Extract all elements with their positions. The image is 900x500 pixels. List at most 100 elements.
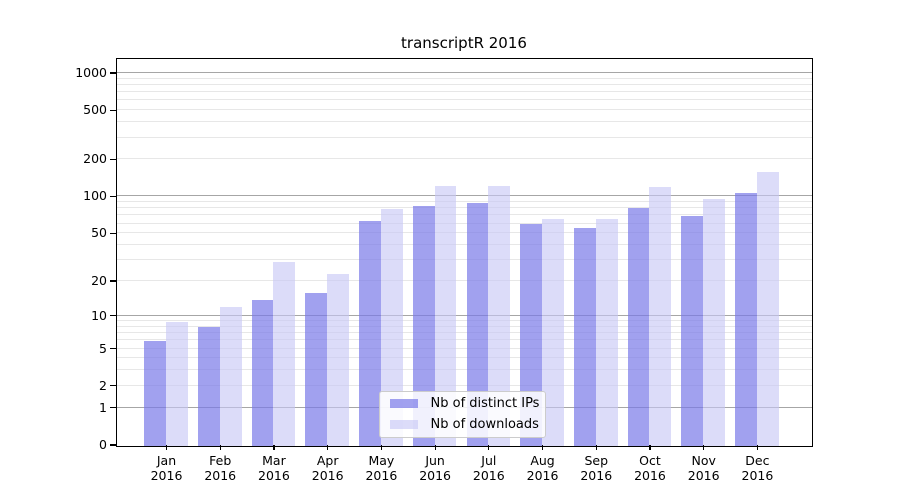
y-tick-label-1000: 1000 xyxy=(75,64,107,80)
y-tick-label-0: 0 xyxy=(99,437,107,452)
x-tick-mark-feb xyxy=(219,445,221,450)
bar-nb-of-distinct-ips-aug xyxy=(520,224,543,446)
y-tick-mark-500 xyxy=(110,109,116,111)
x-tick-month-sep: Sep xyxy=(584,453,609,468)
x-tick-month-oct: Oct xyxy=(639,453,661,468)
x-tick-year-mar: 2016 xyxy=(258,468,290,483)
x-tick-label-apr: Apr 2016 xyxy=(298,453,358,483)
x-tick-month-apr: Apr xyxy=(316,453,339,468)
gridline-minor-4 xyxy=(116,357,812,359)
gridline-minor-400 xyxy=(116,121,812,123)
bar-nb-of-distinct-ips-feb xyxy=(197,327,220,446)
x-tick-year-sep: 2016 xyxy=(580,468,613,483)
y-tick-label-10: 10 xyxy=(91,307,107,323)
gridline-minor-3 xyxy=(116,369,812,371)
bar-nb-of-downloads-feb xyxy=(219,307,242,446)
y-tick-label-50: 50 xyxy=(91,225,107,241)
x-tick-year-apr: 2016 xyxy=(311,468,344,483)
x-tick-month-jul: Jul xyxy=(481,453,497,468)
x-tick-year-jan: 2016 xyxy=(150,468,183,483)
bar-nb-of-distinct-ips-jul xyxy=(466,202,489,446)
y-tick-label-100: 100 xyxy=(83,188,107,204)
plot-area: Nb of distinct IPs Nb of downloads xyxy=(115,57,813,447)
bar-nb-of-distinct-ips-mar xyxy=(251,299,274,446)
x-tick-mark-jul xyxy=(488,445,490,450)
x-tick-month-dec: Dec xyxy=(745,453,770,468)
bar-nb-of-downloads-oct xyxy=(649,187,672,446)
x-tick-label-dec: Dec 2016 xyxy=(727,453,787,483)
y-tick-label-1: 1 xyxy=(99,399,107,415)
bar-nb-of-distinct-ips-sep xyxy=(573,227,596,446)
gridline-minor-2 xyxy=(116,384,812,386)
gridline-minor-300 xyxy=(116,136,812,138)
gridline-minor-70 xyxy=(116,214,812,216)
bar-nb-of-downloads-sep xyxy=(595,219,618,446)
bar-nb-of-distinct-ips-oct xyxy=(627,207,650,446)
gridline-minor-900 xyxy=(116,77,812,79)
x-tick-mark-mar xyxy=(273,445,275,450)
x-tick-month-mar: Mar xyxy=(262,453,286,468)
bar-nb-of-distinct-ips-jun xyxy=(412,205,435,446)
x-tick-label-may: May 2016 xyxy=(351,453,411,483)
legend-label-distinct-ips: Nb of distinct IPs xyxy=(430,396,540,411)
x-tick-mark-apr xyxy=(327,445,329,450)
legend-item-distinct-ips: Nb of distinct IPs xyxy=(388,395,540,413)
bar-nb-of-distinct-ips-jan xyxy=(144,340,166,446)
gridline-minor-800 xyxy=(116,83,812,85)
x-tick-label-nov: Nov 2016 xyxy=(674,453,734,483)
legend-swatch-distinct-ips xyxy=(389,398,418,409)
bar-nb-of-downloads-jan xyxy=(166,321,188,446)
y-tick-label-2: 2 xyxy=(99,377,107,393)
x-tick-month-aug: Aug xyxy=(530,453,555,468)
x-tick-label-oct: Oct 2016 xyxy=(620,453,680,483)
x-tick-year-feb: 2016 xyxy=(204,468,237,483)
bar-nb-of-downloads-mar xyxy=(273,262,296,446)
x-tick-year-jun: 2016 xyxy=(419,468,451,483)
bar-nb-of-downloads-apr xyxy=(327,274,349,446)
x-tick-year-may: 2016 xyxy=(365,468,398,483)
x-tick-label-mar: Mar 2016 xyxy=(244,453,304,483)
gridline-minor-60 xyxy=(116,222,812,224)
y-tick-label-5: 5 xyxy=(99,340,107,356)
x-tick-month-jun: Jun xyxy=(425,453,445,468)
legend-item-downloads: Nb of downloads xyxy=(388,416,539,434)
gridline-major-1000 xyxy=(116,71,812,73)
y-tick-mark-1 xyxy=(110,407,116,409)
gridline-major-10 xyxy=(116,314,812,316)
x-tick-mark-dec xyxy=(756,445,758,450)
bar-nb-of-downloads-aug xyxy=(542,219,564,446)
x-tick-label-feb: Feb 2016 xyxy=(190,453,250,483)
x-tick-year-nov: 2016 xyxy=(687,468,720,483)
x-tick-month-jan: Jan xyxy=(156,453,177,468)
bar-nb-of-distinct-ips-dec xyxy=(735,193,757,446)
gridline-minor-40 xyxy=(116,244,812,245)
bar-nb-of-downloads-nov xyxy=(703,198,725,446)
x-tick-label-jun: Jun 2016 xyxy=(405,453,465,483)
y-tick-mark-200 xyxy=(110,158,116,160)
gridline-minor-5 xyxy=(116,347,812,349)
y-tick-mark-1000 xyxy=(110,72,116,74)
y-tick-mark-50 xyxy=(110,232,116,234)
bar-nb-of-distinct-ips-may xyxy=(359,220,381,446)
x-tick-year-oct: 2016 xyxy=(634,468,666,483)
x-tick-mark-may xyxy=(380,445,382,450)
x-tick-mark-jun xyxy=(434,445,436,450)
gridline-minor-90 xyxy=(116,201,812,203)
gridline-minor-20 xyxy=(116,280,812,282)
legend-swatch-downloads xyxy=(389,419,418,430)
bar-nb-of-distinct-ips-apr xyxy=(305,292,328,446)
gridline-minor-700 xyxy=(116,91,812,93)
y-tick-mark-2 xyxy=(110,385,116,387)
bar-nb-of-downloads-jul xyxy=(488,186,511,446)
x-tick-mark-nov xyxy=(703,445,705,450)
bar-nb-of-distinct-ips-nov xyxy=(681,215,704,446)
bar-nb-of-downloads-jun xyxy=(434,185,457,446)
bar-nb-of-downloads-may xyxy=(380,208,403,446)
gridline-minor-600 xyxy=(116,99,812,101)
y-tick-mark-10 xyxy=(110,315,116,317)
chart-title: transcriptR 2016 xyxy=(401,34,527,52)
y-tick-mark-5 xyxy=(110,347,116,350)
gridline-minor-200 xyxy=(116,158,812,160)
x-tick-month-feb: Feb xyxy=(209,453,232,468)
y-tick-mark-100 xyxy=(110,195,116,198)
